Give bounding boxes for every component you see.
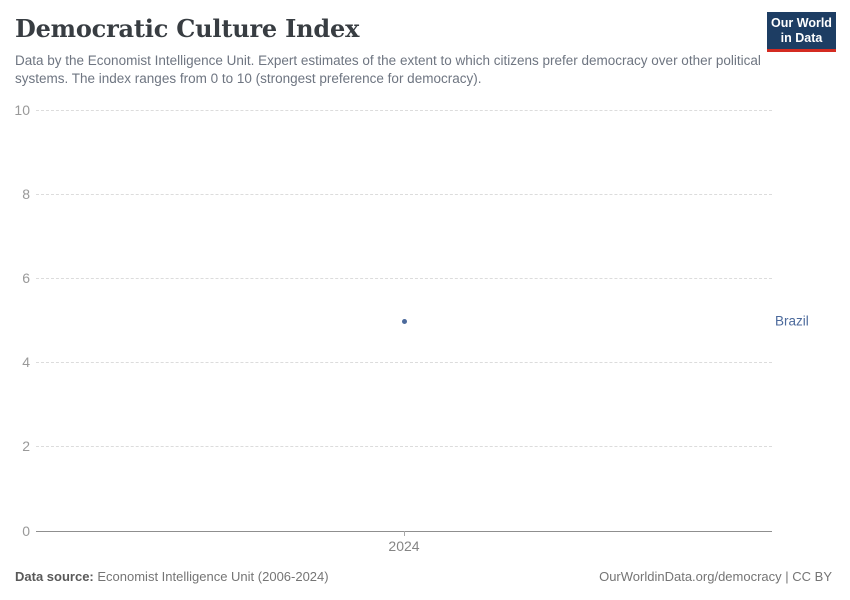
gridline-8 xyxy=(36,194,772,195)
y-tick-label-6: 6 xyxy=(22,270,30,286)
data-point-brazil-2024[interactable] xyxy=(401,318,407,324)
license-text: | CC BY xyxy=(781,569,832,584)
entity-label-brazil[interactable]: Brazil xyxy=(775,313,809,329)
owid-logo[interactable]: Our World in Data xyxy=(767,12,836,52)
footer-attribution: OurWorldinData.org/democracy | CC BY xyxy=(599,569,832,584)
x-tick-label-2024: 2024 xyxy=(388,538,420,554)
chart-subtitle: Data by the Economist Intelligence Unit.… xyxy=(15,53,761,86)
gridline-2 xyxy=(36,446,772,447)
y-tick-label-4: 4 xyxy=(22,354,30,370)
gridline-10 xyxy=(36,110,772,111)
chart-title: Democratic Culture Index xyxy=(15,14,360,43)
y-tick-label-8: 8 xyxy=(22,186,30,202)
owid-logo-line2: in Data xyxy=(780,30,823,45)
x-tick-mark-2024 xyxy=(404,531,405,536)
owid-url-link[interactable]: OurWorldinData.org/democracy xyxy=(599,569,782,584)
gridline-4 xyxy=(36,362,772,363)
y-tick-label-2: 2 xyxy=(22,438,30,454)
y-tick-label-0: 0 xyxy=(22,523,30,539)
data-source-label: Data source: xyxy=(15,569,94,584)
data-source-text: Economist Intelligence Unit (2006-2024) xyxy=(93,569,329,584)
owid-logo-line1: Our World xyxy=(771,15,832,30)
y-tick-label-10: 10 xyxy=(14,102,30,118)
data-source-note: Data source: Economist Intelligence Unit… xyxy=(15,569,329,584)
gridline-6 xyxy=(36,278,772,279)
